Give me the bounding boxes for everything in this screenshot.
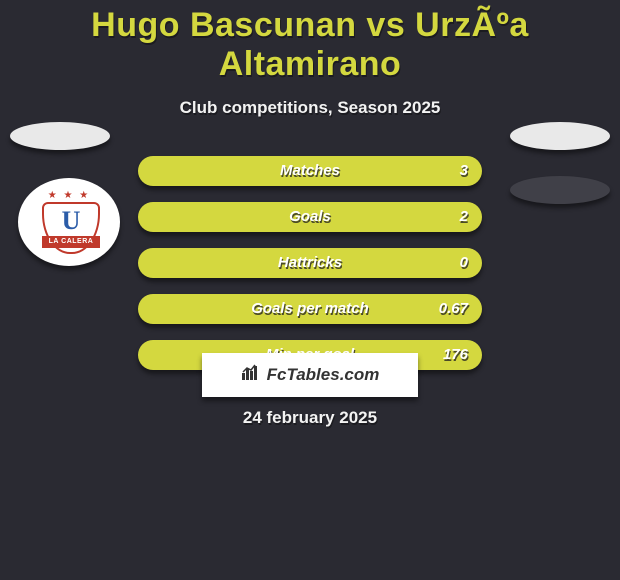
date-footer: 24 february 2025 — [0, 408, 620, 428]
player2-photo-placeholder — [510, 122, 610, 150]
stat-value-right: 0.67 — [439, 300, 468, 317]
stat-row: Goals per match0.67 — [0, 294, 620, 340]
stat-label: Hattricks — [0, 254, 620, 271]
comparison-card: Hugo Bascunan vs UrzÃºa Altamirano Club … — [0, 0, 620, 580]
branding-text: FcTables.com — [267, 365, 380, 385]
stat-value-right: 2 — [460, 208, 468, 225]
branding-box: FcTables.com — [202, 353, 418, 397]
stat-row: Hattricks0 — [0, 248, 620, 294]
page-title: Hugo Bascunan vs UrzÃºa Altamirano — [0, 0, 620, 84]
stat-row: Matches3 — [0, 156, 620, 202]
stat-label: Goals — [0, 208, 620, 225]
player1-photo-placeholder — [10, 122, 110, 150]
stat-value-right: 176 — [443, 346, 468, 363]
bar-chart-icon — [241, 364, 261, 387]
stat-value-right: 3 — [460, 162, 468, 179]
stat-label: Matches — [0, 162, 620, 179]
stat-value-right: 0 — [460, 254, 468, 271]
stats-table: Matches3Goals2Hattricks0Goals per match0… — [0, 156, 620, 386]
stat-label: Goals per match — [0, 300, 620, 317]
stat-row: Goals2 — [0, 202, 620, 248]
subtitle: Club competitions, Season 2025 — [0, 98, 620, 118]
